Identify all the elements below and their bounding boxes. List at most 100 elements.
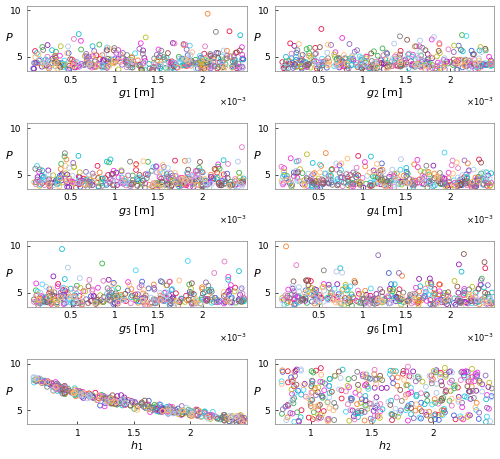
Point [61, 383, 69, 391]
Point [442, 58, 450, 66]
Point [64, 290, 72, 297]
Point [344, 62, 352, 70]
Point [202, 177, 210, 185]
Point [58, 179, 66, 186]
Point [87, 297, 95, 305]
Point [154, 183, 162, 190]
Point [56, 165, 64, 173]
Point [30, 374, 38, 381]
Point [36, 300, 44, 307]
Point [92, 389, 100, 397]
Point [57, 289, 65, 296]
Point [168, 407, 175, 414]
Point [163, 292, 171, 299]
Point [52, 296, 60, 303]
Point [482, 396, 490, 403]
Point [207, 286, 215, 294]
Point [422, 66, 430, 73]
Point [470, 60, 478, 67]
Point [30, 376, 38, 384]
Point [290, 300, 298, 308]
Point [204, 63, 212, 70]
Point [108, 286, 116, 294]
Point [118, 61, 126, 68]
Point [288, 285, 296, 292]
Point [370, 63, 378, 71]
Point [57, 160, 65, 168]
Point [418, 57, 426, 65]
Point [60, 295, 68, 302]
Point [91, 298, 99, 305]
Point [374, 296, 382, 303]
Point [404, 390, 412, 397]
Point [114, 174, 122, 181]
Point [382, 178, 390, 185]
Point [426, 372, 434, 380]
Point [424, 412, 432, 419]
Point [53, 301, 61, 308]
Point [36, 294, 44, 301]
Point [112, 292, 120, 299]
Point [457, 298, 465, 306]
Point [406, 294, 413, 301]
Point [472, 387, 480, 394]
Point [288, 176, 296, 184]
Point [454, 298, 462, 305]
Point [173, 64, 181, 71]
Point [100, 57, 108, 64]
Point [356, 179, 364, 186]
Point [56, 294, 64, 301]
Point [383, 179, 391, 186]
Point [99, 56, 107, 64]
Point [294, 177, 302, 185]
Point [39, 46, 47, 54]
Point [197, 63, 205, 71]
Point [348, 395, 356, 403]
Point [436, 296, 444, 303]
Point [33, 59, 41, 66]
Point [207, 52, 215, 60]
Point [426, 178, 434, 185]
Point [124, 62, 132, 69]
Point [134, 403, 141, 410]
Point [480, 61, 488, 68]
Point [33, 291, 41, 298]
Point [472, 299, 480, 307]
Point [86, 179, 94, 187]
Point [78, 390, 86, 397]
Point [52, 383, 60, 391]
Point [426, 53, 434, 61]
Point [368, 296, 376, 303]
Point [148, 299, 156, 306]
Point [194, 181, 202, 189]
Point [228, 412, 236, 420]
Point [486, 296, 494, 303]
Point [237, 298, 245, 305]
Point [227, 180, 235, 188]
Point [484, 281, 492, 289]
Point [36, 56, 44, 63]
Point [294, 174, 302, 181]
Point [123, 51, 131, 59]
Point [204, 282, 212, 289]
Point [176, 298, 184, 306]
Point [194, 171, 202, 178]
Point [192, 406, 200, 413]
Point [64, 171, 72, 178]
Point [303, 151, 311, 158]
Point [344, 297, 352, 304]
Point [476, 301, 484, 308]
Point [164, 173, 172, 180]
Point [62, 177, 70, 185]
Point [53, 386, 61, 393]
Point [52, 384, 60, 391]
Point [396, 386, 404, 394]
Point [434, 59, 442, 66]
Point [312, 181, 320, 189]
Point [100, 403, 108, 410]
Point [444, 174, 452, 182]
Point [71, 390, 79, 397]
Point [305, 60, 313, 67]
Point [202, 180, 209, 187]
Point [33, 50, 41, 57]
